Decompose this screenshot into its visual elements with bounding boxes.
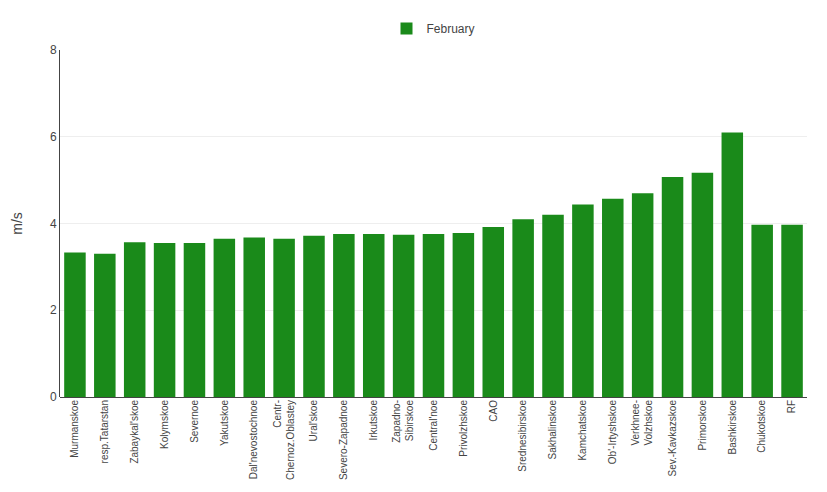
svg-text:Centr-Chernoz.Oblastey: Centr-Chernoz.Oblastey	[272, 400, 296, 480]
svg-text:RF: RF	[786, 400, 797, 413]
svg-text:Verkhnee-Volzhskoe: Verkhnee-Volzhskoe	[630, 400, 654, 446]
svg-text:m/s: m/s	[9, 212, 25, 235]
svg-text:Dal'nevostochnoe: Dal'nevostochnoe	[248, 400, 259, 480]
svg-text:Kamchatskoe: Kamchatskoe	[577, 400, 588, 461]
svg-text:8: 8	[50, 43, 57, 57]
svg-text:Zapadno-Sibirskoe: Zapadno-Sibirskoe	[391, 400, 415, 443]
svg-text:Irkutskoe: Irkutskoe	[368, 400, 379, 441]
svg-text:Severo-Zapadnoe: Severo-Zapadnoe	[338, 400, 349, 480]
svg-text:Central'noe: Central'noe	[428, 400, 439, 451]
svg-text:Kolymskoe: Kolymskoe	[159, 400, 170, 449]
svg-text:Severnoe: Severnoe	[189, 400, 200, 443]
svg-text:February: February	[427, 22, 475, 36]
svg-text:Zabaykal'skoe: Zabaykal'skoe	[129, 400, 140, 464]
svg-text:2: 2	[50, 303, 57, 317]
svg-text:Chukotskoe: Chukotskoe	[756, 400, 767, 453]
svg-text:Primorskoe: Primorskoe	[697, 400, 708, 451]
svg-text:Privolzhskoe: Privolzhskoe	[458, 400, 469, 457]
svg-text:Srednesibirskoe: Srednesibirskoe	[517, 400, 528, 472]
svg-text:CAO: CAO	[488, 400, 499, 422]
svg-text:Sev.-Kavkazskoe: Sev.-Kavkazskoe	[667, 400, 678, 477]
svg-text:Murmanskoe: Murmanskoe	[69, 400, 80, 458]
svg-text:Sakhalinskoe: Sakhalinskoe	[547, 400, 558, 460]
svg-text:Ob'-Irtyshskoe: Ob'-Irtyshskoe	[607, 400, 618, 465]
svg-text:resp.Tatarstan: resp.Tatarstan	[99, 400, 110, 463]
svg-text:6: 6	[50, 130, 57, 144]
svg-text:4: 4	[50, 217, 57, 231]
svg-text:Bashkirskoe: Bashkirskoe	[727, 400, 738, 455]
svg-text:Ural'skoe: Ural'skoe	[308, 400, 319, 442]
svg-text:Yakutskoe: Yakutskoe	[219, 400, 230, 446]
svg-text:0: 0	[50, 390, 57, 404]
